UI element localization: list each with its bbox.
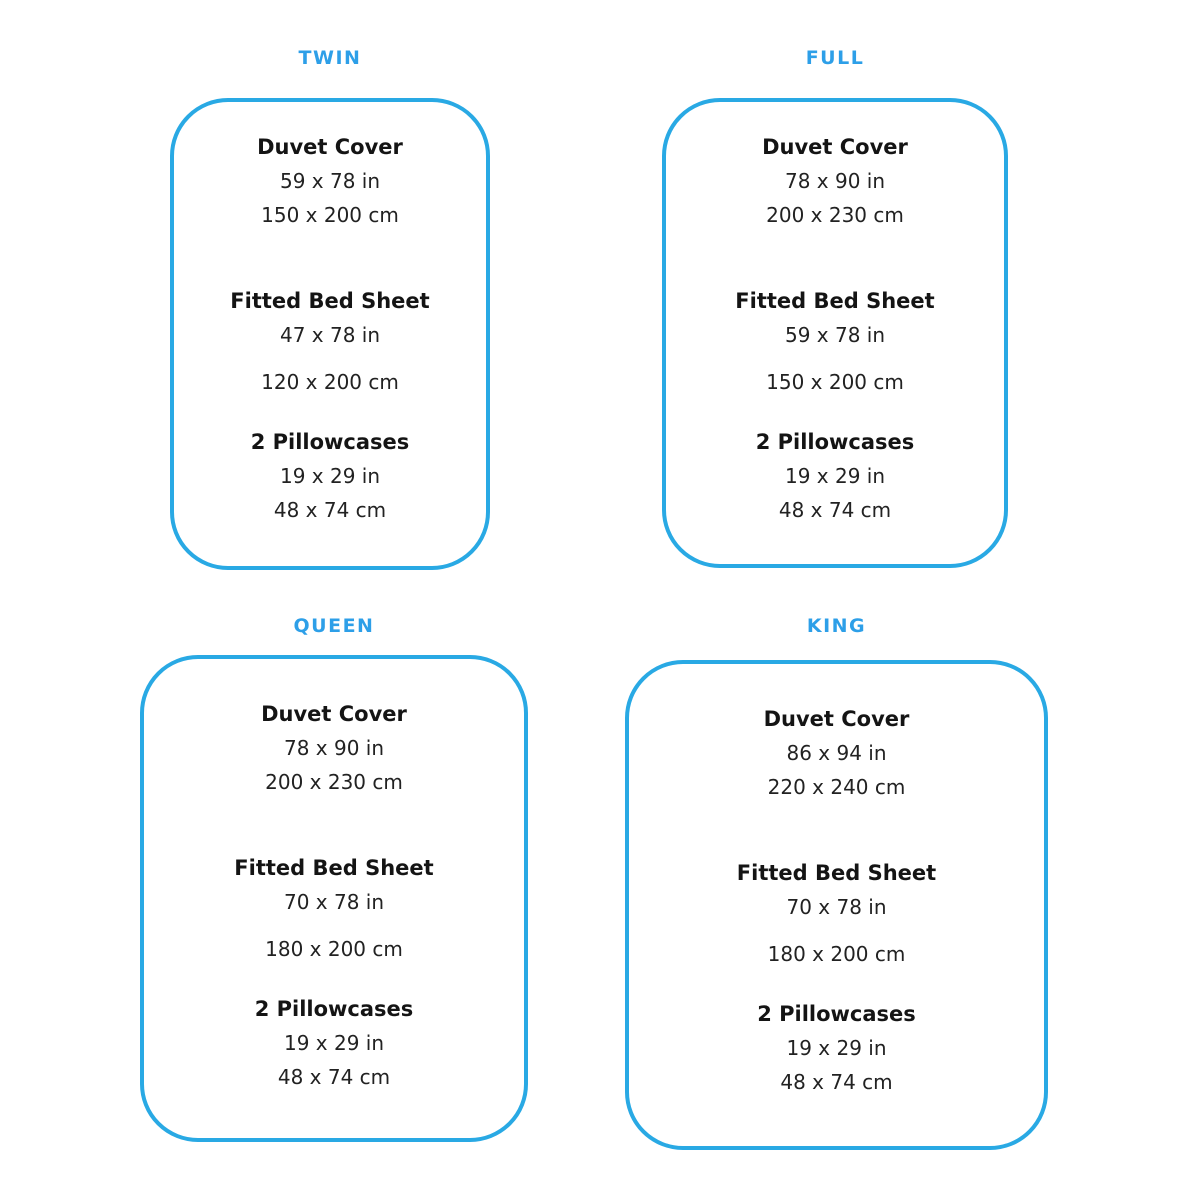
item-size-cm: 200 x 230 cm	[766, 203, 904, 227]
duvet-cover-section: Duvet Cover 78 x 90 in 200 x 230 cm	[666, 130, 1004, 232]
fitted-sheet-section: Fitted Bed Sheet 47 x 78 in 120 x 200 cm	[174, 284, 486, 399]
item-name: Duvet Cover	[261, 702, 407, 726]
item-name: 2 Pillowcases	[254, 997, 414, 1021]
card-content: Duvet Cover 78 x 90 in 200 x 230 cm Fitt…	[144, 659, 524, 1094]
size-title-king: KING	[806, 615, 867, 637]
item-name: Fitted Bed Sheet	[735, 289, 935, 313]
card-content: Duvet Cover 59 x 78 in 150 x 200 cm Fitt…	[174, 102, 486, 527]
size-title-twin: TWIN	[298, 47, 362, 69]
item-size-cm: 48 x 74 cm	[778, 498, 892, 522]
item-size-cm: 120 x 200 cm	[261, 370, 399, 394]
fitted-sheet-section: Fitted Bed Sheet 70 x 78 in 180 x 200 cm	[144, 851, 524, 966]
size-card-twin: Duvet Cover 59 x 78 in 150 x 200 cm Fitt…	[170, 98, 490, 570]
item-size-inches: 86 x 94 in	[786, 741, 887, 765]
item-size-cm: 150 x 200 cm	[261, 203, 399, 227]
card-content: Duvet Cover 78 x 90 in 200 x 230 cm Fitt…	[666, 102, 1004, 527]
item-size-inches: 70 x 78 in	[283, 890, 385, 914]
item-name: 2 Pillowcases	[757, 1002, 916, 1026]
size-card-king: Duvet Cover 86 x 94 in 220 x 240 cm Fitt…	[625, 660, 1048, 1150]
item-size-cm: 180 x 200 cm	[265, 937, 403, 961]
item-name: Duvet Cover	[762, 135, 908, 159]
pillowcases-section: 2 Pillowcases 19 x 29 in 48 x 74 cm	[174, 425, 486, 527]
item-name: Fitted Bed Sheet	[234, 856, 434, 880]
item-size-inches: 19 x 29 in	[283, 1031, 385, 1055]
item-size-inches: 47 x 78 in	[279, 323, 381, 347]
duvet-cover-section: Duvet Cover 78 x 90 in 200 x 230 cm	[144, 697, 524, 799]
card-content: Duvet Cover 86 x 94 in 220 x 240 cm Fitt…	[629, 664, 1044, 1099]
item-size-cm: 48 x 74 cm	[780, 1070, 893, 1094]
item-size-cm: 200 x 230 cm	[265, 770, 403, 794]
item-name: Duvet Cover	[257, 135, 403, 159]
item-size-cm: 48 x 74 cm	[273, 498, 387, 522]
item-name: 2 Pillowcases	[250, 430, 410, 454]
fitted-sheet-section: Fitted Bed Sheet 70 x 78 in 180 x 200 cm	[629, 856, 1044, 971]
item-size-inches: 59 x 78 in	[784, 323, 886, 347]
size-title-full: FULL	[805, 47, 865, 69]
item-name: Duvet Cover	[763, 707, 910, 731]
duvet-cover-section: Duvet Cover 59 x 78 in 150 x 200 cm	[174, 130, 486, 232]
item-size-inches: 78 x 90 in	[784, 169, 886, 193]
pillowcases-section: 2 Pillowcases 19 x 29 in 48 x 74 cm	[629, 997, 1044, 1099]
item-size-cm: 180 x 200 cm	[767, 942, 906, 966]
size-card-full: Duvet Cover 78 x 90 in 200 x 230 cm Fitt…	[662, 98, 1008, 568]
item-name: Fitted Bed Sheet	[736, 861, 937, 885]
item-size-inches: 70 x 78 in	[786, 895, 887, 919]
item-name: 2 Pillowcases	[755, 430, 915, 454]
item-size-inches: 19 x 29 in	[279, 464, 381, 488]
item-size-cm: 48 x 74 cm	[277, 1065, 391, 1089]
size-card-queen: Duvet Cover 78 x 90 in 200 x 230 cm Fitt…	[140, 655, 528, 1142]
item-size-inches: 19 x 29 in	[786, 1036, 887, 1060]
item-size-cm: 150 x 200 cm	[766, 370, 904, 394]
pillowcases-section: 2 Pillowcases 19 x 29 in 48 x 74 cm	[144, 992, 524, 1094]
item-size-inches: 59 x 78 in	[279, 169, 381, 193]
duvet-cover-section: Duvet Cover 86 x 94 in 220 x 240 cm	[629, 702, 1044, 804]
item-size-inches: 78 x 90 in	[283, 736, 385, 760]
item-size-cm: 220 x 240 cm	[767, 775, 906, 799]
pillowcases-section: 2 Pillowcases 19 x 29 in 48 x 74 cm	[666, 425, 1004, 527]
item-size-inches: 19 x 29 in	[784, 464, 886, 488]
item-name: Fitted Bed Sheet	[230, 289, 430, 313]
fitted-sheet-section: Fitted Bed Sheet 59 x 78 in 150 x 200 cm	[666, 284, 1004, 399]
size-title-queen: QUEEN	[293, 615, 375, 637]
